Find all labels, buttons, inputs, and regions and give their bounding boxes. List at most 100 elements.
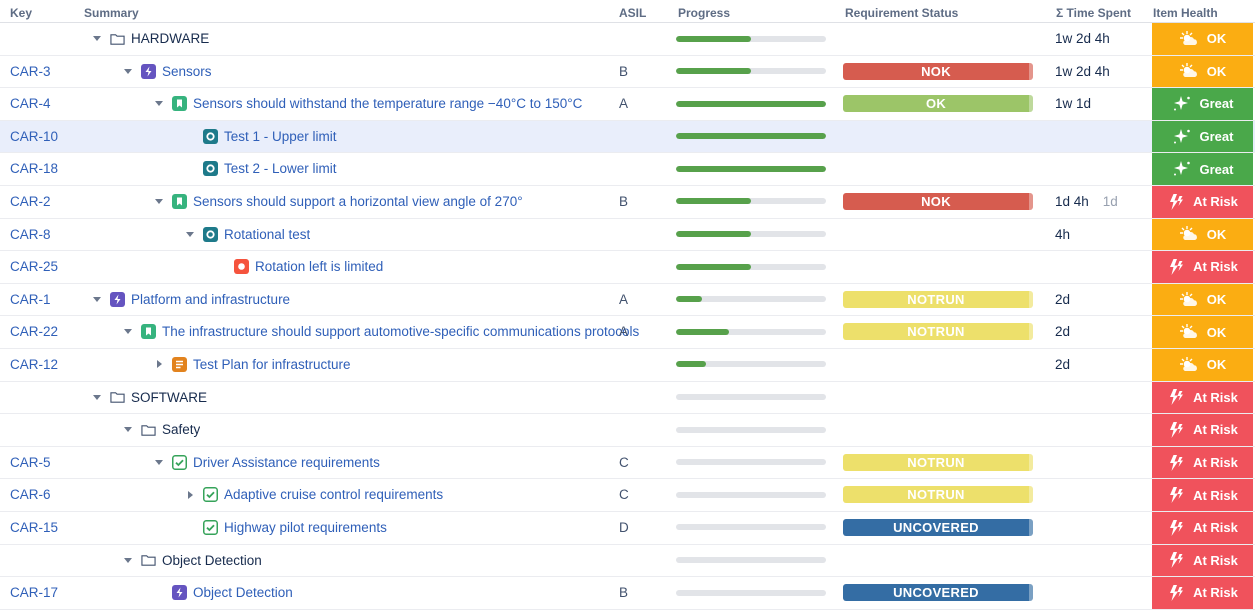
table-row[interactable]: CAR-4 Sensors should withstand the temper… xyxy=(0,88,1255,121)
progress-bar-fill xyxy=(676,361,706,368)
summary-label[interactable]: Driver Assistance requirements xyxy=(193,454,380,470)
expand-caret-down-icon[interactable] xyxy=(90,292,104,306)
expand-caret-right-icon[interactable] xyxy=(152,357,166,371)
item-health-badge: At Risk xyxy=(1152,511,1253,544)
rows-container: HARDWARE 1w 2d 4h OK CAR-3 Sensors B NOK 1w 2d … xyxy=(0,23,1255,610)
requirement-status-cell: NOTRUN xyxy=(843,479,1033,510)
expand-caret-down-icon[interactable] xyxy=(121,553,135,567)
column-header-progress[interactable]: Progress xyxy=(678,6,731,20)
summary-label[interactable]: Rotational test xyxy=(224,226,311,242)
item-health-badge: At Risk xyxy=(1152,185,1253,218)
summary-label[interactable]: Sensors xyxy=(162,63,212,79)
item-health-badge: OK xyxy=(1152,55,1253,88)
table-row[interactable]: CAR-3 Sensors B NOK 1w 2d 4h OK xyxy=(0,55,1255,89)
table-row[interactable]: HARDWARE 1w 2d 4h OK xyxy=(0,23,1255,56)
issue-key[interactable]: CAR-3 xyxy=(10,63,51,79)
table-row[interactable]: CAR-15 Highway pilot requirements D UNCOVER… xyxy=(0,511,1255,545)
expand-caret-down-icon[interactable] xyxy=(121,325,135,339)
item-health-label: OK xyxy=(1206,31,1227,47)
sun-cloud-icon xyxy=(1179,291,1199,309)
table-row[interactable]: CAR-22 The infrastructure should support … xyxy=(0,316,1255,349)
table-row[interactable]: CAR-17 Object Detection B UNCOVERED At Risk xyxy=(0,577,1255,610)
table-row[interactable]: Object Detection At Risk xyxy=(0,544,1255,578)
expand-caret-down-icon[interactable] xyxy=(121,64,135,78)
requirement-status-cell: NOTRUN xyxy=(843,284,1033,315)
summary-label[interactable]: Rotation left is limited xyxy=(255,259,384,275)
column-header-key[interactable]: Key xyxy=(10,6,33,20)
issue-key[interactable]: CAR-18 xyxy=(10,161,59,177)
asil-value: C xyxy=(619,487,629,503)
lightning-icon xyxy=(1167,454,1185,472)
expand-caret-down-icon[interactable] xyxy=(121,423,135,437)
summary-label[interactable]: The infrastructure should support automo… xyxy=(162,324,640,340)
issue-key[interactable]: CAR-10 xyxy=(10,128,59,144)
expand-caret-down-icon[interactable] xyxy=(90,32,104,46)
requirement-status-badge: NOTRUN xyxy=(843,290,1033,308)
table-row[interactable]: CAR-6 Adaptive cruise control requirement… xyxy=(0,479,1255,512)
summary-label[interactable]: Highway pilot requirements xyxy=(224,519,387,535)
sun-cloud-icon xyxy=(1179,356,1199,374)
expand-caret-down-icon[interactable] xyxy=(152,194,166,208)
expand-caret-down-icon[interactable] xyxy=(152,97,166,111)
item-health-label: At Risk xyxy=(1193,585,1238,601)
issue-key[interactable]: CAR-5 xyxy=(10,454,51,470)
sun-cloud-icon xyxy=(1179,323,1199,341)
column-header-time-spent[interactable]: Σ Time Spent xyxy=(1056,6,1131,20)
table-row[interactable]: CAR-2 Sensors should support a horizontal… xyxy=(0,185,1255,219)
summary-label[interactable]: Adaptive cruise control requirements xyxy=(224,487,444,503)
progress-cell xyxy=(676,414,826,445)
summary-label[interactable]: Test Plan for infrastructure xyxy=(193,356,351,372)
table-row[interactable]: CAR-10 Test 1 - Upper limit Great xyxy=(0,120,1255,154)
progress-bar xyxy=(676,426,826,433)
table-row[interactable]: Safety At Risk xyxy=(0,414,1255,447)
item-health-label: OK xyxy=(1206,226,1227,242)
summary-label[interactable]: Test 1 - Upper limit xyxy=(224,128,337,144)
expand-caret-down-icon[interactable] xyxy=(90,390,104,404)
summary-label[interactable]: Object Detection xyxy=(193,585,293,601)
progress-bar xyxy=(676,557,826,563)
issue-key[interactable]: CAR-8 xyxy=(10,226,51,242)
column-header-summary[interactable]: Summary xyxy=(84,6,139,20)
column-header-requirement-status[interactable]: Requirement Status xyxy=(845,6,959,20)
column-header-asil[interactable]: ASIL xyxy=(619,6,647,20)
requirement-status-badge: NOTRUN xyxy=(843,323,1033,341)
issue-key[interactable]: CAR-17 xyxy=(10,585,59,601)
table-row[interactable]: CAR-5 Driver Assistance requirements C NOTR… xyxy=(0,446,1255,480)
issue-key[interactable]: CAR-25 xyxy=(10,259,59,275)
item-health-label: At Risk xyxy=(1193,422,1238,438)
progress-bar xyxy=(676,165,826,172)
table-row[interactable]: CAR-25 Rotation left is limited At Risk xyxy=(0,251,1255,284)
lightning-icon xyxy=(1167,486,1185,504)
item-health-badge: At Risk xyxy=(1152,381,1253,414)
issue-key[interactable]: CAR-1 xyxy=(10,291,51,307)
table-row[interactable]: CAR-18 Test 2 - Lower limit Great xyxy=(0,153,1255,186)
issue-key[interactable]: CAR-12 xyxy=(10,356,59,372)
time-spent-cell: 1w 2d 4h xyxy=(1055,56,1110,87)
table-row[interactable]: CAR-12 Test Plan for infrastructure 2d OK xyxy=(0,348,1255,382)
requirement-status-cell: NOK xyxy=(843,186,1033,217)
progress-bar xyxy=(676,328,826,335)
issue-key[interactable]: CAR-15 xyxy=(10,519,59,535)
table-row[interactable]: SOFTWARE At Risk xyxy=(0,381,1255,415)
issue-key[interactable]: CAR-6 xyxy=(10,487,51,503)
summary-label[interactable]: Sensors should support a horizontal view… xyxy=(193,193,523,209)
summary-label[interactable]: Sensors should withstand the temperature… xyxy=(193,96,583,112)
sun-cloud-icon xyxy=(1179,62,1199,80)
issue-key[interactable]: CAR-2 xyxy=(10,193,51,209)
requirement-status-badge: OK xyxy=(843,95,1033,113)
item-health-label: Great xyxy=(1199,161,1234,177)
summary-label[interactable]: Platform and infrastructure xyxy=(131,291,291,307)
item-health-badge: OK xyxy=(1152,348,1253,381)
column-header-item-health[interactable]: Item Health xyxy=(1153,6,1218,20)
expand-caret-right-icon[interactable] xyxy=(183,488,197,502)
item-health-badge: OK xyxy=(1152,23,1253,55)
issue-key[interactable]: CAR-4 xyxy=(10,96,51,112)
summary-cell: Sensors xyxy=(80,56,649,87)
table-row[interactable]: CAR-8 Rotational test 4h OK xyxy=(0,218,1255,252)
expand-caret-down-icon[interactable] xyxy=(152,455,166,469)
issue-key[interactable]: CAR-22 xyxy=(10,324,59,340)
expand-caret-down-icon[interactable] xyxy=(183,227,197,241)
summary-label[interactable]: Test 2 - Lower limit xyxy=(224,161,337,177)
table-row[interactable]: CAR-1 Platform and infrastructure A NOTRUN 2… xyxy=(0,283,1255,317)
summary-label: SOFTWARE xyxy=(131,389,207,405)
